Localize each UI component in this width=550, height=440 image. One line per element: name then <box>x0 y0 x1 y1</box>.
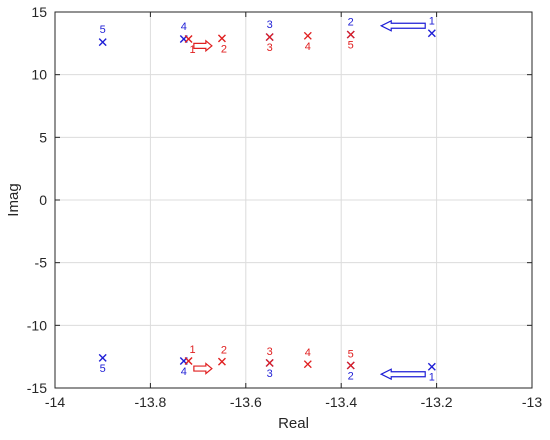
arrow-annotations <box>193 19 426 381</box>
pole-label: 4 <box>305 347 311 359</box>
pole-label: 3 <box>267 346 273 358</box>
pole-label: 5 <box>348 40 354 52</box>
pole-label: 2 <box>221 43 227 55</box>
pole-marker <box>265 33 274 42</box>
y-tick-label: -5 <box>35 255 48 271</box>
direction-arrow <box>193 39 213 53</box>
pole-label: 5 <box>100 363 106 375</box>
pole-marker <box>98 38 107 47</box>
pole-label: 3 <box>267 19 273 31</box>
pole-label: 1 <box>189 44 195 56</box>
pole-marker <box>427 362 436 371</box>
x-axis-label: Real <box>278 415 309 432</box>
pole-label: 5 <box>100 24 106 36</box>
pole-label: 1 <box>429 15 435 27</box>
pole-label: 2 <box>348 370 354 382</box>
pole-label: 4 <box>181 366 187 378</box>
pole-label: 4 <box>305 41 311 53</box>
pole-label: 3 <box>267 42 273 54</box>
pole-marker <box>184 357 193 366</box>
y-axis-label: Imag <box>5 183 22 216</box>
y-tick-label: -10 <box>27 317 47 333</box>
x-tick-label: -13.6 <box>230 394 262 410</box>
x-tick-label: -13.8 <box>134 394 166 410</box>
pole-marker <box>217 34 226 43</box>
y-tick-label: 0 <box>39 192 47 208</box>
pole-label: 1 <box>189 344 195 356</box>
pole-marker <box>427 29 436 38</box>
pole-marker <box>346 361 355 370</box>
y-tick-label: 10 <box>31 67 47 83</box>
pole-label: 4 <box>181 21 187 33</box>
direction-arrow <box>379 19 426 32</box>
pole-marker <box>303 31 312 40</box>
y-tick-label: -15 <box>27 380 47 396</box>
pole-label: 1 <box>429 372 435 384</box>
pole-marker <box>303 360 312 369</box>
x-tick-label: -14 <box>45 394 65 410</box>
grid-lines <box>55 12 532 388</box>
y-tick-label: 15 <box>31 4 47 20</box>
pole-markers: 1 2 3 4 5 1 2 3 4 5 1 2 3 4 5 1 2 3 4 5 <box>98 15 436 384</box>
x-tick-label: -13.4 <box>325 394 357 410</box>
pole-marker <box>184 34 193 43</box>
pole-label: 3 <box>267 368 273 380</box>
x-tick-label: -13.2 <box>421 394 453 410</box>
x-tick-label: -13 <box>522 394 542 410</box>
pole-marker <box>217 357 226 366</box>
direction-arrow <box>193 362 213 375</box>
y-tick-label: 5 <box>39 129 47 145</box>
direction-arrow <box>379 368 426 381</box>
pole-marker <box>98 353 107 362</box>
pole-marker <box>265 358 274 367</box>
pole-label: 5 <box>348 348 354 360</box>
pole-label: 2 <box>348 17 354 29</box>
pole-label: 2 <box>221 345 227 357</box>
pole-marker <box>346 30 355 39</box>
